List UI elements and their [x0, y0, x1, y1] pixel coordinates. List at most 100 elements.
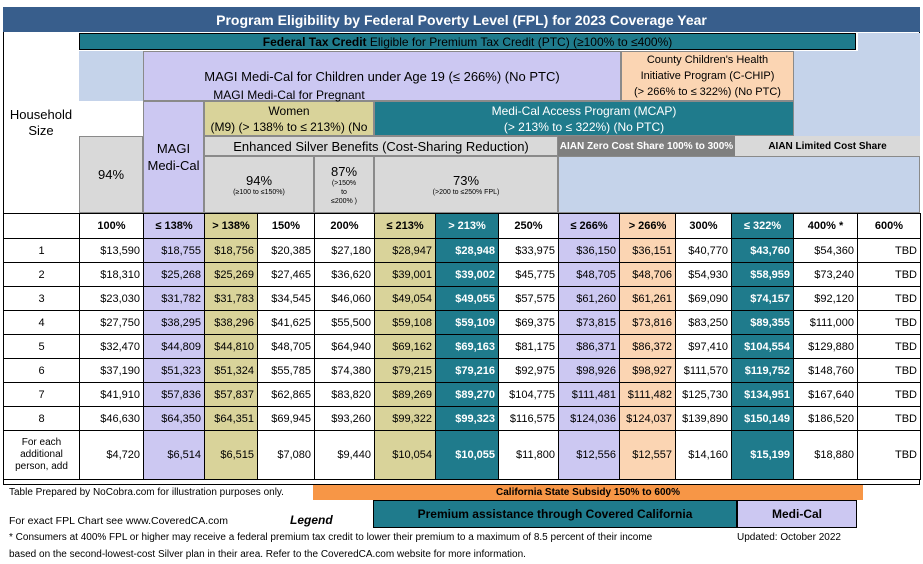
income-cell: $40,770 [675, 238, 732, 263]
income-cell: $148,760 [793, 358, 858, 383]
household-line: Household [9, 106, 73, 122]
income-cell: $31,782 [143, 286, 205, 311]
income-cell: $59,109 [435, 310, 499, 335]
income-cell: $31,783 [204, 286, 258, 311]
income-cell: $15,199 [731, 430, 794, 480]
household-size-cell: 7 [3, 382, 80, 407]
blue-fill [794, 51, 858, 136]
additional-label-line: For each [21, 437, 62, 448]
income-cell: $104,775 [498, 382, 559, 407]
income-cell: $116,575 [498, 406, 559, 431]
table-row: 1 $13,590 $18,755 $18,756 $20,385 $27,180 $28,… [3, 238, 921, 263]
income-cell: $59,108 [374, 310, 436, 335]
premium-tax-credit-bar: Federal Tax Credit Eligible for Premium … [79, 33, 856, 50]
income-cell: $64,940 [314, 334, 375, 359]
income-cell: $57,575 [498, 286, 559, 311]
income-cell: $36,620 [314, 262, 375, 287]
column-header: 150% [257, 213, 315, 239]
fpl-table: 100% ≤ 138% > 138% 150% 200% ≤ 213% > 213% 250%… [3, 213, 921, 480]
income-cell: $74,157 [731, 286, 794, 311]
column-header: 600% [857, 213, 921, 239]
income-cell: $20,385 [257, 238, 315, 263]
income-cell: $111,000 [793, 310, 858, 335]
c-chip-band: County Children's Health Initiative Prog… [621, 51, 794, 101]
income-cell: $69,945 [257, 406, 315, 431]
income-cell: $150,149 [731, 406, 794, 431]
income-cell: $12,557 [619, 430, 676, 480]
ptc-bold: Federal Tax Credit [262, 34, 367, 49]
income-cell: $27,180 [314, 238, 375, 263]
csr-range: to [341, 188, 347, 196]
income-cell: $33,975 [498, 238, 559, 263]
income-cell: $58,959 [731, 262, 794, 287]
header-corner [3, 213, 80, 239]
income-cell: $18,756 [204, 238, 258, 263]
income-cell: $32,470 [79, 334, 144, 359]
income-cell: $45,775 [498, 262, 559, 287]
income-cell: $89,355 [731, 310, 794, 335]
blue-fill [558, 156, 920, 213]
income-cell: $69,162 [374, 334, 436, 359]
household-size-cell: 1 [3, 238, 80, 263]
income-cell: $186,520 [793, 406, 858, 431]
household-size-cell: 8 [3, 406, 80, 431]
mcap-line: Medi-Cal Access Program (MCAP) [491, 103, 677, 118]
income-cell: $79,215 [374, 358, 436, 383]
table-row: 6 $37,190 $51,323 $51,324 $55,785 $74,380 $79,… [3, 358, 921, 383]
household-size-cell: 5 [3, 334, 80, 359]
income-cell: $62,865 [257, 382, 315, 407]
income-cell: $13,590 [79, 238, 144, 263]
income-cell: $36,150 [558, 238, 620, 263]
income-cell: $46,630 [79, 406, 144, 431]
income-cell: $129,880 [793, 334, 858, 359]
income-cell: TBD [857, 286, 921, 311]
income-cell: $43,760 [731, 238, 794, 263]
column-header: ≤ 138% [143, 213, 205, 239]
income-cell: $34,545 [257, 286, 315, 311]
income-cell: $139,890 [675, 406, 732, 431]
income-cell: $92,120 [793, 286, 858, 311]
column-header: 300% [675, 213, 732, 239]
income-cell: $28,948 [435, 238, 499, 263]
income-cell: $64,350 [143, 406, 205, 431]
column-header: ≤ 266% [558, 213, 620, 239]
income-cell: $9,440 [314, 430, 375, 480]
income-cell: $69,090 [675, 286, 732, 311]
income-cell: $38,296 [204, 310, 258, 335]
additional-person-label: For each additional person, add [3, 430, 80, 480]
legend-label: Legend [290, 513, 333, 527]
state-subsidy-band: California State Subsidy 150% to 600% [313, 485, 863, 500]
column-header: > 138% [204, 213, 258, 239]
csr-pct: 87% [330, 163, 358, 179]
income-cell: $44,809 [143, 334, 205, 359]
income-cell: $11,800 [498, 430, 559, 480]
income-cell: TBD [857, 430, 921, 480]
income-cell: $51,324 [204, 358, 258, 383]
income-cell: $23,030 [79, 286, 144, 311]
income-cell: $55,785 [257, 358, 315, 383]
income-cell: TBD [857, 262, 921, 287]
csr-left-pct: 94% [97, 167, 125, 182]
income-cell: $14,160 [675, 430, 732, 480]
table-row: 5 $32,470 $44,809 $44,810 $48,705 $64,940 $69,… [3, 334, 921, 359]
blue-fill [858, 33, 920, 136]
income-cell: $25,269 [204, 262, 258, 287]
income-cell: $167,640 [793, 382, 858, 407]
income-cell: $6,515 [204, 430, 258, 480]
column-header: 100% [79, 213, 144, 239]
income-cell: $6,514 [143, 430, 205, 480]
income-cell: $48,705 [257, 334, 315, 359]
income-cell: $28,947 [374, 238, 436, 263]
prepared-note: Table Prepared by NoCobra.com for illust… [9, 487, 284, 498]
income-cell: $99,322 [374, 406, 436, 431]
income-cell: $79,216 [435, 358, 499, 383]
income-cell: $86,371 [558, 334, 620, 359]
income-cell: $99,323 [435, 406, 499, 431]
income-cell: $49,055 [435, 286, 499, 311]
fpl-chart-link[interactable]: For exact FPL Chart see www.CoveredCA.co… [9, 515, 229, 527]
legend-premium-assistance: Premium assistance through Covered Calif… [373, 500, 737, 528]
column-header: > 266% [619, 213, 676, 239]
csr-range: (>200 to ≤250% FPL) [432, 188, 500, 196]
income-cell: $46,060 [314, 286, 375, 311]
mcap-band: Medi-Cal Access Program (MCAP) (> 213% t… [374, 101, 794, 136]
